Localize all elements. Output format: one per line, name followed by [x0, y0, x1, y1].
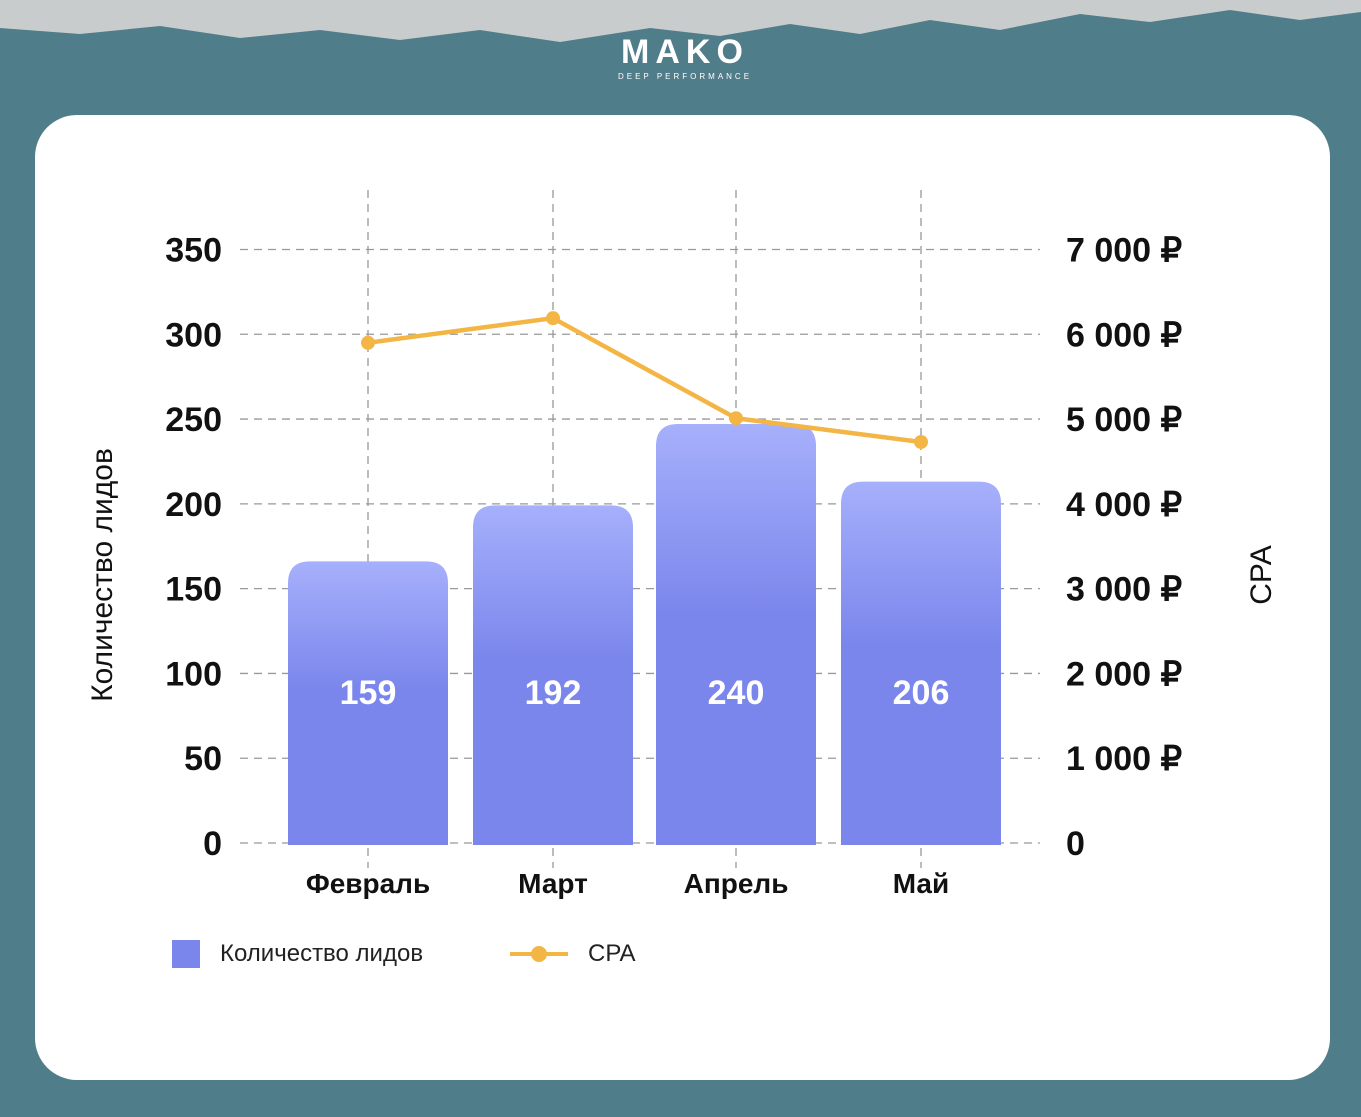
y2-tick-label: 2 000 ₽: [1066, 655, 1183, 693]
bar-value-label: 192: [525, 674, 582, 712]
cpa-point: [546, 311, 560, 326]
cpa-point: [914, 434, 928, 449]
bar-Март: [473, 505, 633, 845]
bar-value-label: 206: [893, 674, 950, 712]
y2-tick-label: 0: [1066, 825, 1085, 863]
legend-label-cpa: CPA: [588, 940, 636, 967]
torn-paper-edge: [0, 0, 1361, 42]
y-tick-label: 50: [184, 740, 222, 778]
mako-logo: MAKO DEEP PERFORMANCE: [600, 34, 770, 81]
y-tick-label: 0: [203, 825, 222, 863]
x-tick-label: Февраль: [306, 868, 430, 899]
bar-value-label: 240: [708, 674, 765, 712]
y-tick-label: 350: [165, 232, 222, 270]
bar-Май: [841, 481, 1001, 845]
cpa-line: [367, 315, 922, 445]
legend-label-leads: Количество лидов: [220, 940, 424, 967]
x-tick-label: Апрель: [684, 868, 789, 899]
cpa-point: [729, 411, 743, 426]
legend-swatch-bar: [172, 940, 200, 968]
legend-item-cpa: CPA: [510, 940, 636, 968]
legend-swatch-line: [510, 946, 568, 962]
y2-tick-label: 5 000 ₽: [1066, 401, 1183, 439]
legend-item-leads: Количество лидов: [172, 940, 423, 968]
y-tick-label: 200: [165, 486, 222, 524]
x-tick-label: Май: [893, 868, 949, 899]
y2-axis-label: CPA: [1245, 545, 1278, 604]
y-tick-label: 150: [165, 571, 222, 609]
y-tick-label: 300: [165, 316, 222, 354]
y-axis-label: Количество лидов: [86, 448, 119, 702]
bar-Февраль: [288, 561, 448, 845]
logo-text: MAKO: [621, 33, 749, 71]
y2-tick-label: 7 000 ₽: [1066, 232, 1183, 270]
logo-tagline: DEEP PERFORMANCE: [617, 72, 753, 81]
bar-value-label: 159: [340, 674, 397, 712]
y-tick-label: 100: [165, 655, 222, 693]
y2-tick-label: 4 000 ₽: [1066, 486, 1183, 524]
bar-Апрель: [656, 424, 816, 845]
y2-tick-label: 6 000 ₽: [1066, 316, 1183, 354]
y2-tick-label: 3 000 ₽: [1066, 571, 1183, 609]
x-tick-label: Март: [518, 868, 588, 899]
y-tick-label: 250: [165, 401, 222, 439]
cpa-point: [361, 335, 375, 350]
y2-tick-label: 1 000 ₽: [1066, 740, 1183, 778]
